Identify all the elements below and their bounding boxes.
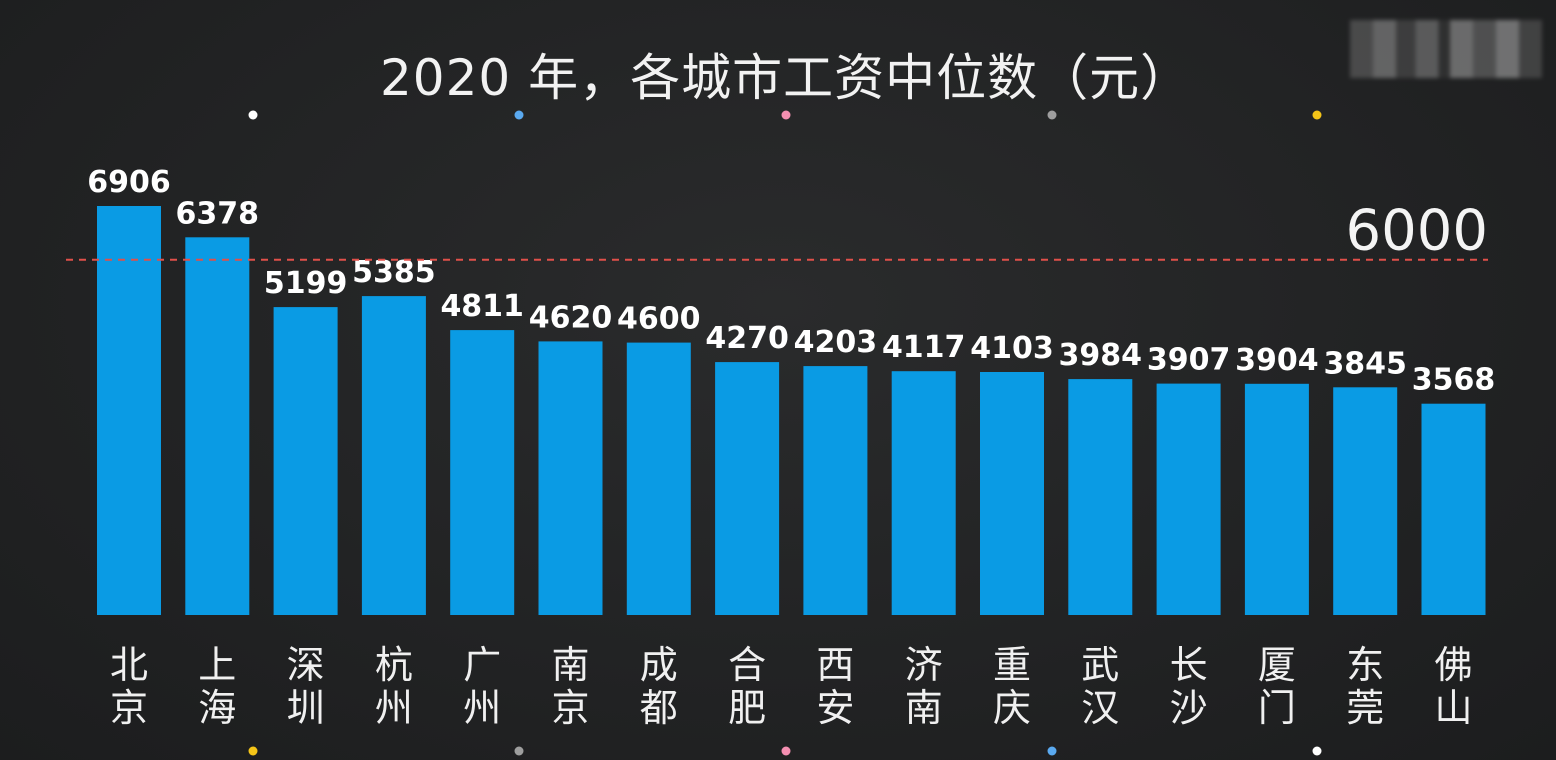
data-label: 5199 (264, 266, 348, 301)
category-label: 南 (905, 686, 943, 730)
category-label: 佛 (1434, 643, 1472, 687)
category-label: 汉 (1081, 686, 1119, 730)
data-label: 4620 (529, 300, 613, 335)
bar (980, 372, 1044, 615)
bar (273, 307, 338, 615)
decorative-dot (514, 110, 524, 120)
category-label: 圳 (287, 686, 325, 730)
category-label: 长 (1170, 643, 1208, 687)
bar (97, 206, 161, 615)
category-label: 深 (287, 643, 325, 687)
bar (626, 342, 691, 615)
data-label: 3845 (1323, 346, 1407, 381)
data-label: 3907 (1147, 343, 1231, 378)
decorative-dot (1312, 110, 1322, 120)
data-label: 4103 (970, 331, 1054, 366)
reference-line-label: 6000 (1345, 199, 1488, 264)
decorative-dot (248, 746, 258, 756)
category-label: 北 (110, 643, 148, 687)
category-label: 沙 (1170, 686, 1208, 730)
category-label: 莞 (1346, 686, 1384, 730)
category-label: 合 (728, 643, 766, 687)
category-label: 南 (551, 643, 589, 687)
category-label: 安 (816, 686, 854, 730)
bar (803, 366, 868, 615)
category-label: 东 (1346, 643, 1384, 687)
data-label: 3904 (1235, 343, 1319, 378)
bar (1156, 383, 1221, 615)
data-label: 3568 (1412, 363, 1496, 398)
category-label: 广 (463, 643, 501, 687)
decorative-dot (1312, 746, 1322, 756)
category-label: 海 (198, 686, 236, 730)
category-label: 京 (110, 686, 148, 730)
bar (538, 341, 603, 615)
category-label: 京 (551, 686, 589, 730)
category-label: 山 (1434, 686, 1472, 730)
bar (715, 362, 780, 615)
bar (1333, 387, 1398, 615)
decorative-dot (1047, 746, 1057, 756)
bar (361, 296, 426, 615)
bar (185, 237, 250, 616)
category-label: 门 (1258, 686, 1296, 730)
blurred-watermark-logo (1350, 20, 1542, 78)
data-label: 4811 (440, 289, 524, 324)
category-label: 重 (993, 643, 1031, 687)
category-label: 厦 (1258, 643, 1296, 687)
data-label: 5385 (352, 255, 436, 290)
chart-title: 2020 年，各城市工资中位数（元） (380, 49, 1192, 107)
category-label: 成 (640, 643, 678, 687)
category-label: 肥 (728, 686, 766, 730)
category-label: 州 (375, 686, 413, 730)
data-label: 4117 (882, 330, 966, 365)
decorative-dot (781, 110, 791, 120)
decorative-dot (781, 746, 791, 756)
bar (1421, 403, 1486, 615)
bar (1244, 383, 1309, 615)
category-label: 武 (1081, 643, 1119, 687)
data-label: 4270 (705, 321, 789, 356)
category-label: 济 (905, 643, 943, 687)
data-label: 3984 (1059, 338, 1143, 373)
decorative-dot (514, 746, 524, 756)
bar (450, 330, 515, 615)
bar (891, 371, 956, 615)
data-label: 4600 (617, 302, 701, 337)
data-label: 4203 (794, 325, 878, 360)
decorative-dot (1047, 110, 1057, 120)
category-label: 都 (640, 686, 678, 730)
category-label: 西 (816, 643, 854, 687)
category-label: 庆 (993, 686, 1031, 730)
category-label: 上 (198, 643, 236, 687)
bar (1068, 379, 1133, 615)
data-label: 6906 (87, 165, 171, 200)
data-label: 6378 (176, 196, 260, 231)
category-label: 州 (463, 686, 501, 730)
category-label: 杭 (375, 643, 413, 687)
decorative-dot (248, 110, 258, 120)
